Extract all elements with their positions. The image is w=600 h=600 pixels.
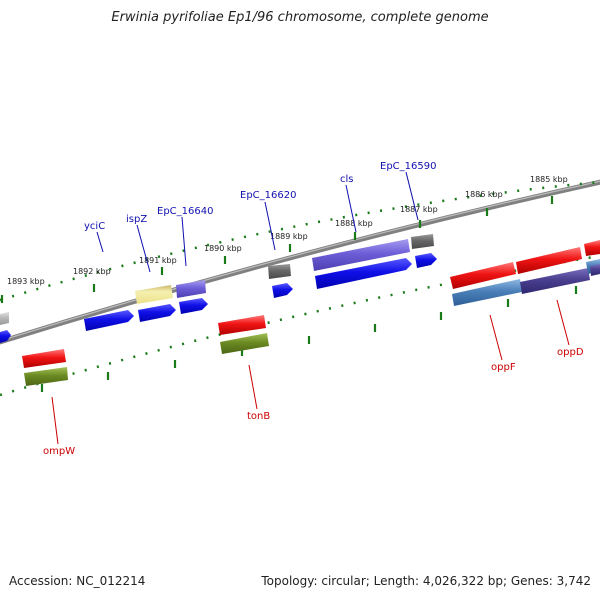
gene-features[interactable] — [0, 234, 600, 386]
map-title: Erwinia pyrifoliae Ep1/96 chromosome, co… — [111, 10, 489, 25]
gene-labels: yciC ispZ EpC_16640 EpC_16620 cls EpC_16… — [43, 161, 584, 457]
gene-label-ompW[interactable]: ompW — [43, 446, 75, 457]
gene-feature[interactable] — [584, 240, 600, 256]
genome-backbone-highlight — [0, 180, 600, 342]
gene-feature-EpC_16620[interactable] — [268, 264, 291, 279]
tick-label: 1890 kbp — [204, 244, 242, 253]
gene-feature-EpC_16640-cds[interactable] — [179, 298, 208, 314]
gene-feature-oppF[interactable] — [450, 262, 516, 289]
tick-label: 1891 kbp — [139, 256, 177, 265]
gene-feature-yciC[interactable] — [84, 310, 134, 331]
accession-text: Accession: NC_012214 — [9, 574, 146, 588]
tick-label: 1893 kbp — [7, 277, 45, 286]
gene-feature[interactable] — [0, 330, 11, 343]
gene-feature-ispZ-cds[interactable] — [138, 304, 176, 322]
gene-feature-ompW[interactable] — [22, 349, 66, 368]
major-ticks-upper — [0, 196, 554, 303]
gene-label-EpC_16640[interactable]: EpC_16640 — [157, 206, 213, 217]
gene-label-yciC[interactable]: yciC — [84, 221, 105, 232]
genome-summary-text: Topology: circular; Length: 4,026,322 bp… — [261, 574, 591, 588]
gene-label-tonB[interactable]: tonB — [247, 411, 270, 422]
label-leaders-top — [96, 171, 419, 273]
gene-feature-EpC_16640[interactable] — [176, 280, 206, 298]
gene-feature-cls[interactable] — [312, 239, 410, 271]
gene-feature-tonB[interactable] — [218, 315, 266, 335]
label-leaders-bottom — [51, 299, 570, 445]
gene-feature-ispZ[interactable] — [135, 285, 173, 304]
gene-label-ispZ[interactable]: ispZ — [126, 214, 147, 225]
gene-feature-oppD-slate[interactable] — [520, 268, 590, 294]
major-ticks-lower — [40, 286, 578, 392]
gene-label-EpC_16590[interactable]: EpC_16590 — [380, 161, 436, 172]
gene-label-oppF[interactable]: oppF — [491, 362, 516, 373]
gene-feature-EpC_16590[interactable] — [411, 234, 434, 249]
tick-label: 1887 kbp — [400, 205, 438, 214]
gene-feature[interactable] — [590, 264, 600, 276]
gene-label-EpC_16620[interactable]: EpC_16620 — [240, 190, 296, 201]
gene-feature-cls-cds[interactable] — [315, 258, 412, 289]
gene-feature[interactable] — [0, 312, 9, 325]
tick-label: 1889 kbp — [270, 232, 308, 241]
genome-backbone — [0, 179, 600, 345]
tick-track-lower — [0, 254, 600, 397]
tick-label: 1886 kbp — [465, 190, 503, 199]
gene-label-oppD[interactable]: oppD — [557, 347, 584, 358]
gene-feature-tonB-olive[interactable] — [220, 333, 269, 354]
gene-feature-EpC_16590-cds[interactable] — [415, 253, 437, 268]
gene-feature-ompW-olive[interactable] — [24, 367, 68, 386]
tick-label: 1892 kbp — [73, 267, 111, 276]
tick-label: 1885 kbp — [530, 175, 568, 184]
gene-feature-oppF-steel[interactable] — [452, 279, 522, 306]
gene-label-cls[interactable]: cls — [340, 174, 354, 185]
gene-feature-EpC_16620-cds[interactable] — [272, 283, 293, 298]
gene-feature-oppD[interactable] — [516, 247, 582, 274]
